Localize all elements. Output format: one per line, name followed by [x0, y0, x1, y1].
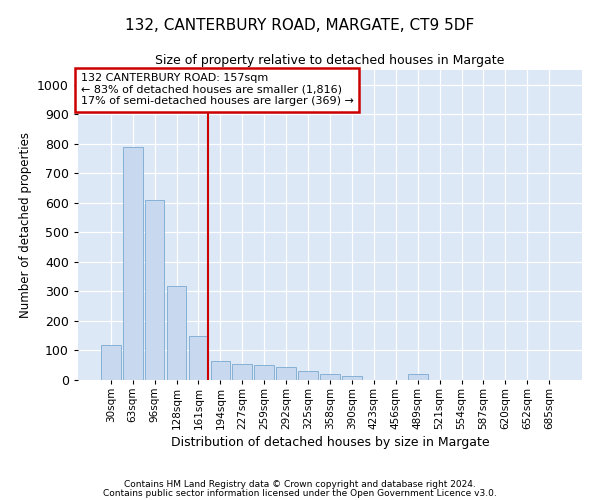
Bar: [320, 374, 340, 380]
Bar: [188, 336, 208, 380]
Text: 132, CANTERBURY ROAD, MARGATE, CT9 5DF: 132, CANTERBURY ROAD, MARGATE, CT9 5DF: [125, 18, 475, 32]
Bar: [123, 147, 143, 380]
Bar: [167, 286, 187, 380]
Text: 132 CANTERBURY ROAD: 157sqm
← 83% of detached houses are smaller (1,816)
17% of : 132 CANTERBURY ROAD: 157sqm ← 83% of det…: [80, 73, 353, 106]
Y-axis label: Number of detached properties: Number of detached properties: [19, 132, 32, 318]
Bar: [298, 371, 318, 380]
Bar: [408, 374, 428, 380]
Text: Contains public sector information licensed under the Open Government Licence v3: Contains public sector information licen…: [103, 488, 497, 498]
Bar: [254, 365, 274, 380]
Bar: [342, 376, 362, 380]
Bar: [145, 200, 164, 380]
Bar: [211, 361, 230, 380]
Text: Contains HM Land Registry data © Crown copyright and database right 2024.: Contains HM Land Registry data © Crown c…: [124, 480, 476, 489]
Bar: [276, 366, 296, 380]
X-axis label: Distribution of detached houses by size in Margate: Distribution of detached houses by size …: [170, 436, 490, 449]
Bar: [232, 364, 252, 380]
Bar: [101, 344, 121, 380]
Title: Size of property relative to detached houses in Margate: Size of property relative to detached ho…: [155, 54, 505, 68]
